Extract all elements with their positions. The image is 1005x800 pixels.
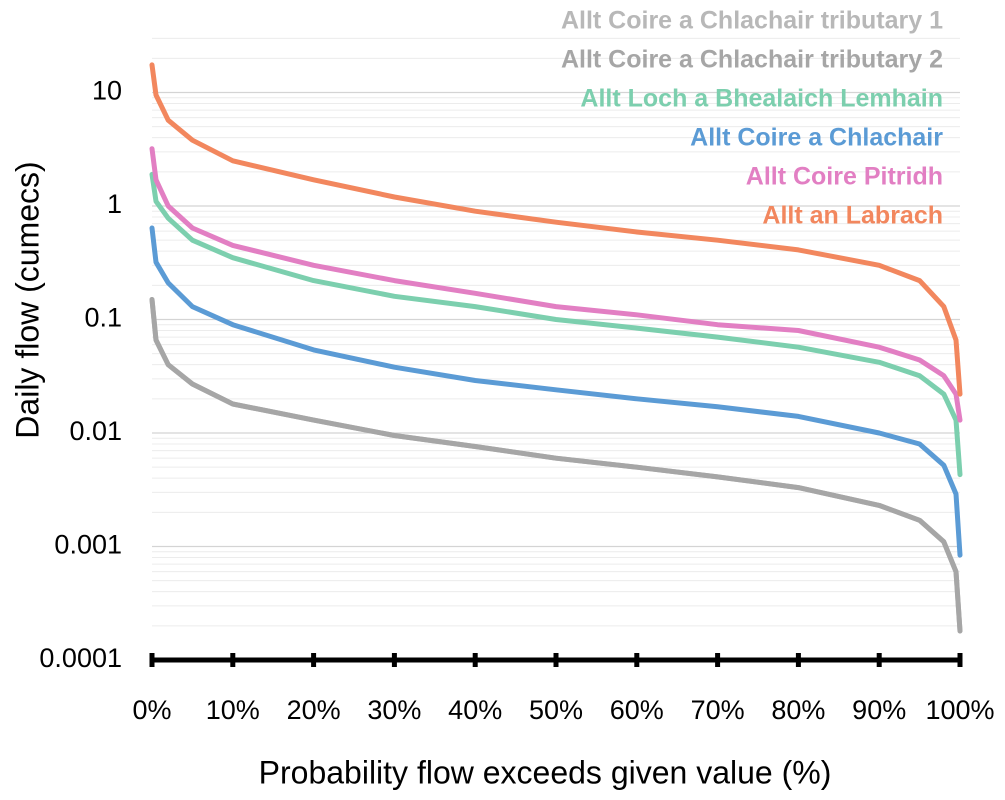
series-line [149,225,963,558]
x-tick-label: 30% [367,695,421,725]
x-tick-label: 50% [529,695,583,725]
x-tick-label: 90% [852,695,906,725]
x-tick-label: 100% [925,695,994,725]
x-tick-label: 10% [206,695,260,725]
series-line [149,171,963,478]
x-tick-label: 70% [691,695,745,725]
legend-entry: Allt Loch a Bhealaich Lemhain [580,85,943,113]
series-line [149,62,963,397]
legend-entry: Allt Coire Pitridh [746,163,943,191]
legend-entry: Allt Coire a Chlachair [690,124,943,152]
x-axis-title: Probability flow exceeds given value (%) [259,754,832,790]
y-tick-label: 0.1 [84,303,122,333]
y-tick-label: 0.0001 [39,643,122,673]
legend-entry: Allt an Labrach [762,202,943,230]
x-tick-label: 80% [771,695,825,725]
y-axis-title: Daily flow (cumecs) [9,161,45,438]
legend-entry: Allt Coire a Chlachair tributary 1 [561,7,943,35]
y-tick-label: 0.01 [69,416,122,446]
y-tick-label: 1 [107,189,122,219]
series-line [149,146,963,423]
y-tick-label: 10 [92,76,122,106]
series-line [149,297,963,634]
x-tick-label: 40% [448,695,502,725]
x-tick-label: 60% [610,695,664,725]
x-tick-label: 0% [132,695,171,725]
x-tick-label: 20% [287,695,341,725]
y-tick-label: 0.001 [54,530,122,560]
legend-entry: Allt Coire a Chlachair tributary 2 [561,46,943,74]
series-line [149,297,963,634]
